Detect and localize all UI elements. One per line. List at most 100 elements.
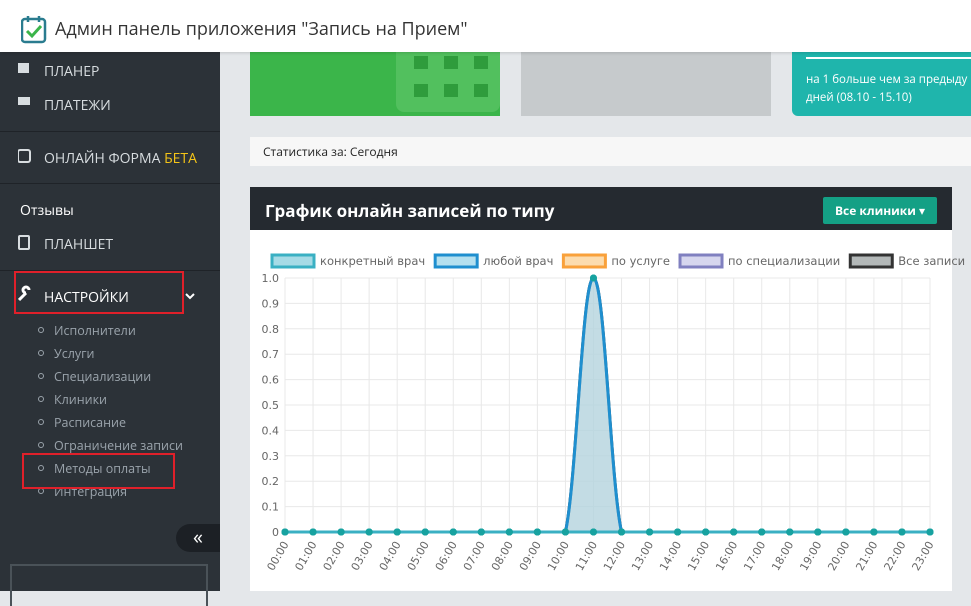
x-tick-label: 01:00 <box>293 539 320 573</box>
app-title: Админ панель приложения "Запись на Прием… <box>55 17 468 41</box>
x-tick-label: 07:00 <box>461 539 488 573</box>
panel-header: График онлайн записей по типу Все клиник… <box>250 187 952 230</box>
data-point <box>898 528 906 536</box>
nav-icons <box>18 63 195 302</box>
chart: 0 0.1 0.2 0.3 0.4 0.5 0.6 0.7 0.8 0.9 1.0 00:00 01:0… <box>262 253 965 573</box>
submenu-item[interactable]: Специализации <box>54 368 152 385</box>
data-point <box>393 528 401 536</box>
x-tick-label: 12:00 <box>601 539 628 573</box>
legend-swatch <box>848 253 894 269</box>
card <box>521 52 771 116</box>
data-point <box>281 528 289 536</box>
data-point <box>702 528 710 536</box>
data-point <box>365 528 373 536</box>
separator <box>0 131 220 132</box>
bullet <box>38 419 44 425</box>
x-tick-label: 10:00 <box>545 539 572 573</box>
data-point <box>589 274 597 282</box>
nav-item[interactable]: ПЛАТЕЖИ <box>44 96 111 115</box>
nav-label: ОНЛАЙН ФОРМА <box>44 149 161 168</box>
x-tick-label: 16:00 <box>713 539 740 573</box>
x-tick-label: 03:00 <box>349 539 376 573</box>
progress <box>806 57 971 59</box>
submenu-item[interactable]: Расписание <box>54 414 126 431</box>
x-tick-label: 08:00 <box>489 539 516 573</box>
stats-bar: Статистика за: Сегодня <box>250 137 971 166</box>
sidebar: ПЛАНЕР ПЛАТЕЖИ ОНЛАЙН ФОРМА БЕТА Отзывы … <box>0 52 220 606</box>
nav-item[interactable]: ПЛАНЕР <box>44 62 100 81</box>
submenu-item[interactable]: Услуги <box>54 345 95 362</box>
data-point <box>505 528 513 536</box>
bullet <box>38 442 44 448</box>
separator <box>0 270 220 271</box>
x-tick-label: 13:00 <box>629 539 656 573</box>
submenu-item[interactable]: Клиники <box>54 391 107 408</box>
submenu-item[interactable]: Ограничение записи <box>54 437 183 454</box>
data-point <box>533 528 541 536</box>
collapse-button[interactable]: « <box>176 524 220 552</box>
data-point <box>421 528 429 536</box>
separator <box>0 183 220 184</box>
x-tick-label: 18:00 <box>769 539 796 573</box>
y-tick-label: 0.3 <box>262 450 280 463</box>
x-tick-label: 06:00 <box>433 539 460 573</box>
data-point <box>842 528 850 536</box>
legend-swatch <box>270 253 316 269</box>
data-point <box>309 528 317 536</box>
data-point <box>618 528 626 536</box>
x-tick-label: 23:00 <box>909 539 936 573</box>
data-point <box>449 528 457 536</box>
x-tick-label: 19:00 <box>797 539 824 573</box>
x-tick-label: 04:00 <box>377 539 404 573</box>
data-point <box>337 528 345 536</box>
highlight-box <box>14 271 184 314</box>
legend-label: по услуге <box>611 254 670 268</box>
x-tick-label: 00:00 <box>264 539 291 573</box>
bullet <box>38 327 44 333</box>
y-tick-label: 0.5 <box>262 399 280 412</box>
card-icon <box>396 42 500 112</box>
legend-swatch <box>433 253 479 269</box>
x-tick-label: 17:00 <box>741 539 768 573</box>
x-tick-label: 14:00 <box>657 539 684 573</box>
legend-swatch <box>678 253 724 269</box>
x-tick-label: 02:00 <box>321 539 348 573</box>
x-tick-label: 22:00 <box>881 539 908 573</box>
data-point <box>477 528 485 536</box>
nav-item[interactable]: НАСТРОЙКИ <box>44 288 129 307</box>
submenu-item[interactable]: Методы оплаты <box>54 460 151 477</box>
x-tick-label: 11:00 <box>573 539 600 573</box>
x-tick-label: 21:00 <box>853 539 880 573</box>
button-label: Все клиники <box>834 202 916 219</box>
y-tick-label: 0.8 <box>262 323 280 336</box>
card-text: дней (08.10 - 15.10) <box>806 90 912 105</box>
submenu-item[interactable]: Исполнители <box>54 322 136 339</box>
y-tick-label: 0 <box>272 526 279 539</box>
logo <box>21 16 47 44</box>
beta-badge: БЕТА <box>164 149 197 168</box>
dropdown-button[interactable]: Все клиники ▾ <box>823 197 937 224</box>
legend-swatch <box>561 253 607 269</box>
x-tick-label: 20:00 <box>825 539 852 573</box>
y-tick-label: 0.1 <box>262 501 280 514</box>
widget-box <box>10 564 208 606</box>
data-point <box>589 528 597 536</box>
data-point <box>730 528 738 536</box>
panel-title: График онлайн записей по типу <box>265 199 555 222</box>
data-point <box>674 528 682 536</box>
data-point <box>814 528 822 536</box>
y-tick-label: 0.9 <box>262 297 280 310</box>
nav-item[interactable]: Отзывы <box>20 201 74 220</box>
nav-item[interactable]: ПЛАНШЕТ <box>44 235 114 254</box>
card: на 1 больше чем за предыду дней (08.10 -… <box>792 52 971 116</box>
card <box>250 42 500 116</box>
card-text: на 1 больше чем за предыду <box>806 72 968 87</box>
legend-label: Все записи <box>898 254 965 268</box>
nav-item[interactable]: ОНЛАЙН ФОРМА БЕТА <box>44 149 197 168</box>
bullet <box>38 350 44 356</box>
data-point <box>561 528 569 536</box>
legend-label: по специализации <box>728 254 840 268</box>
stats-label: Статистика за: Сегодня <box>263 143 398 160</box>
data-point <box>870 528 878 536</box>
